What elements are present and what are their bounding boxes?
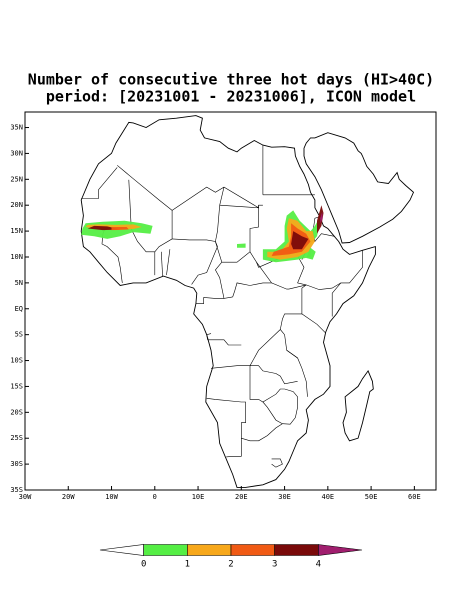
country-border (262, 388, 298, 425)
country-border (166, 249, 171, 276)
axes: 30W 20W 10W 0 10E 20E 30E 40E 50E 60E 35N 30N 25N 20N… (10, 124, 420, 501)
x-tick-label: 10E (192, 493, 205, 501)
hot-days-area (291, 231, 309, 250)
colorbar-label: 2 (228, 560, 233, 570)
country-border (232, 282, 272, 297)
country-border (207, 339, 242, 346)
map-title: Number of consecutive three hot days (HI… (28, 71, 434, 89)
country-border (241, 423, 283, 442)
coastline (342, 369, 374, 442)
colorbar-label: 4 (316, 560, 321, 570)
colorbar-segment (230, 544, 275, 556)
x-tick-label: 20W (62, 493, 75, 501)
country-border (215, 241, 233, 299)
country-border (161, 251, 163, 277)
colorbar-segment (143, 544, 188, 556)
country-border (249, 329, 298, 385)
hot-days-field (81, 205, 324, 263)
y-tick-label: 35N (10, 124, 23, 132)
country-border (101, 233, 123, 283)
colorbar-segment (99, 544, 144, 556)
hot-days-area (320, 211, 323, 224)
colorbar-label: 3 (272, 560, 277, 570)
y-tick-label: EQ (15, 305, 23, 313)
x-tick-label: 50E (365, 493, 378, 501)
country-border (206, 398, 246, 458)
y-tick-label: 30S (10, 460, 23, 468)
country-border (215, 205, 220, 242)
x-tick-label: 0 (153, 493, 157, 501)
country-border (195, 297, 224, 304)
x-tick-label: 30E (278, 493, 291, 501)
y-tick-label: 15N (10, 227, 23, 235)
colorbar-label: 0 (141, 560, 146, 570)
x-tick-label: 40E (322, 493, 335, 501)
x-tick-label: 60E (408, 493, 421, 501)
country-border (219, 187, 225, 206)
country-border (271, 458, 283, 468)
hot-days-area (306, 247, 316, 260)
y-tick-label: 5S (15, 331, 23, 339)
x-tick-label: 20E (235, 493, 248, 501)
y-tick-label: 25N (10, 175, 23, 183)
country-border (249, 205, 259, 252)
coastline (303, 132, 415, 244)
coastline (80, 115, 376, 488)
country-border (249, 365, 285, 403)
y-tick-label: 10S (10, 357, 23, 365)
y-tick-label: 25S (10, 434, 23, 442)
country-border (286, 349, 298, 359)
x-tick-label: 30W (19, 493, 32, 501)
y-tick-label: 30N (10, 149, 23, 157)
country-border (206, 333, 212, 340)
country-border (221, 251, 307, 290)
hot-days-area (111, 227, 129, 231)
y-tick-label: 15S (10, 382, 23, 390)
land (80, 115, 415, 488)
country-border (301, 313, 326, 334)
country-border (219, 204, 259, 209)
colorbar-segment (318, 544, 363, 556)
y-tick-label: 10N (10, 253, 23, 261)
colorbar-segment (274, 544, 319, 556)
y-tick-label: 20S (10, 408, 23, 416)
colorbar-segment (187, 544, 232, 556)
colorbar-label: 1 (185, 560, 190, 570)
country-border (210, 365, 250, 369)
country-border (331, 282, 342, 317)
y-tick-label: 5N (15, 279, 23, 287)
map-frame (24, 111, 437, 491)
country-border (172, 238, 218, 285)
map-subtitle: period: [20231001 - 20231006], ICON mode… (46, 88, 416, 106)
country-border (81, 167, 118, 199)
y-tick-label: 35S (10, 486, 23, 494)
hot-days-area (237, 243, 246, 248)
country-border (130, 210, 173, 253)
colorbar: 0 1 2 3 4 (99, 544, 363, 570)
x-tick-label: 10W (105, 493, 118, 501)
y-tick-label: 20N (10, 201, 23, 209)
